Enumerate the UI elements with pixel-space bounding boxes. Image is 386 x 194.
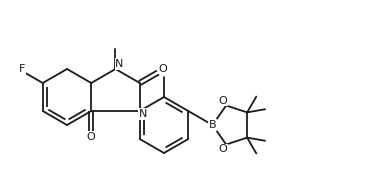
Text: O: O <box>87 132 96 142</box>
Text: N: N <box>139 109 147 119</box>
Text: F: F <box>19 64 25 74</box>
Text: O: O <box>219 145 227 154</box>
Text: B: B <box>209 120 216 130</box>
Text: O: O <box>159 63 167 74</box>
Text: N: N <box>115 59 124 69</box>
Text: O: O <box>219 95 227 106</box>
